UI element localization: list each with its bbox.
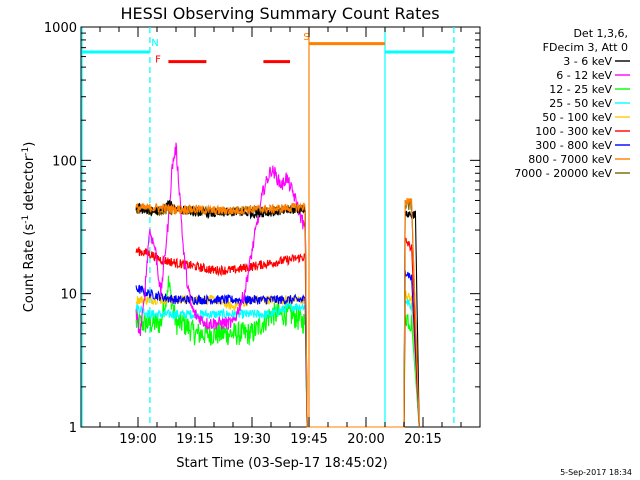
legend-label: 3 - 6 keV: [563, 55, 612, 68]
legend-header-line-1: Det 1,3,6,: [573, 27, 628, 40]
y-axis-label-sup1: -1: [21, 215, 31, 224]
series-line: [135, 142, 308, 428]
x-axis-label: Start Time (03-Sep-17 18:45:02): [176, 456, 387, 471]
plot-frame: [80, 26, 481, 428]
x-tick-label: 19:45: [290, 432, 327, 447]
interval-markers: NF S: [151, 32, 309, 66]
series-line: [135, 298, 420, 428]
legend-label: 800 - 7000 keV: [528, 153, 612, 166]
y-tick-label: 100: [52, 154, 77, 169]
y-tick-label: 10: [60, 288, 77, 303]
y-axis-label-mid: detector: [22, 155, 37, 215]
y-axis-label-sup2: -1: [21, 147, 31, 156]
x-tick-label: 20:15: [404, 432, 441, 447]
chart-title: HESSI Observing Summary Count Rates: [120, 4, 439, 23]
y-tick-label: 1000: [44, 21, 77, 36]
y-tick-label: 1: [69, 421, 77, 436]
legend-label: 25 - 50 keV: [549, 97, 612, 110]
legend-header-line-2: FDecim 3, Att 0: [543, 41, 628, 54]
legend-label: 12 - 25 keV: [549, 83, 612, 96]
plot-area: NF S 1 10 100 1000 19:00 19:15 19:30 19:45 20:00 2…: [44, 21, 481, 447]
y-axis-label: Count Rate (s-1 detector-1): [21, 142, 37, 313]
legend-label: 50 - 100 keV: [542, 111, 612, 124]
series-line: [135, 270, 420, 428]
x-tick-label: 19:15: [176, 432, 213, 447]
marker-f: F: [155, 55, 161, 66]
series-layer: [135, 142, 420, 428]
x-tick-label: 20:00: [347, 432, 384, 447]
x-tick-label: 19:30: [233, 432, 270, 447]
series-line: [135, 198, 420, 428]
marker-s: S: [303, 32, 309, 43]
axis-ticks: 1 10 100 1000 19:00 19:15 19:30 19:45 20:00 20:15: [44, 21, 480, 447]
legend-label: 7000 - 20000 keV: [514, 167, 612, 180]
y-axis-label-main: Count Rate (s: [22, 224, 37, 313]
y-axis-label-end: ): [22, 142, 37, 147]
legend-label: 6 - 12 keV: [556, 69, 612, 82]
legend-label: 300 - 800 keV: [535, 139, 612, 152]
legend-label: 100 - 300 keV: [535, 125, 612, 138]
interval-bands: [81, 27, 455, 427]
footer-timestamp: 5-Sep-2017 18:34: [560, 468, 632, 477]
series-line: [135, 237, 420, 428]
x-tick-label: 19:00: [119, 432, 156, 447]
marker-n: N: [151, 38, 158, 49]
